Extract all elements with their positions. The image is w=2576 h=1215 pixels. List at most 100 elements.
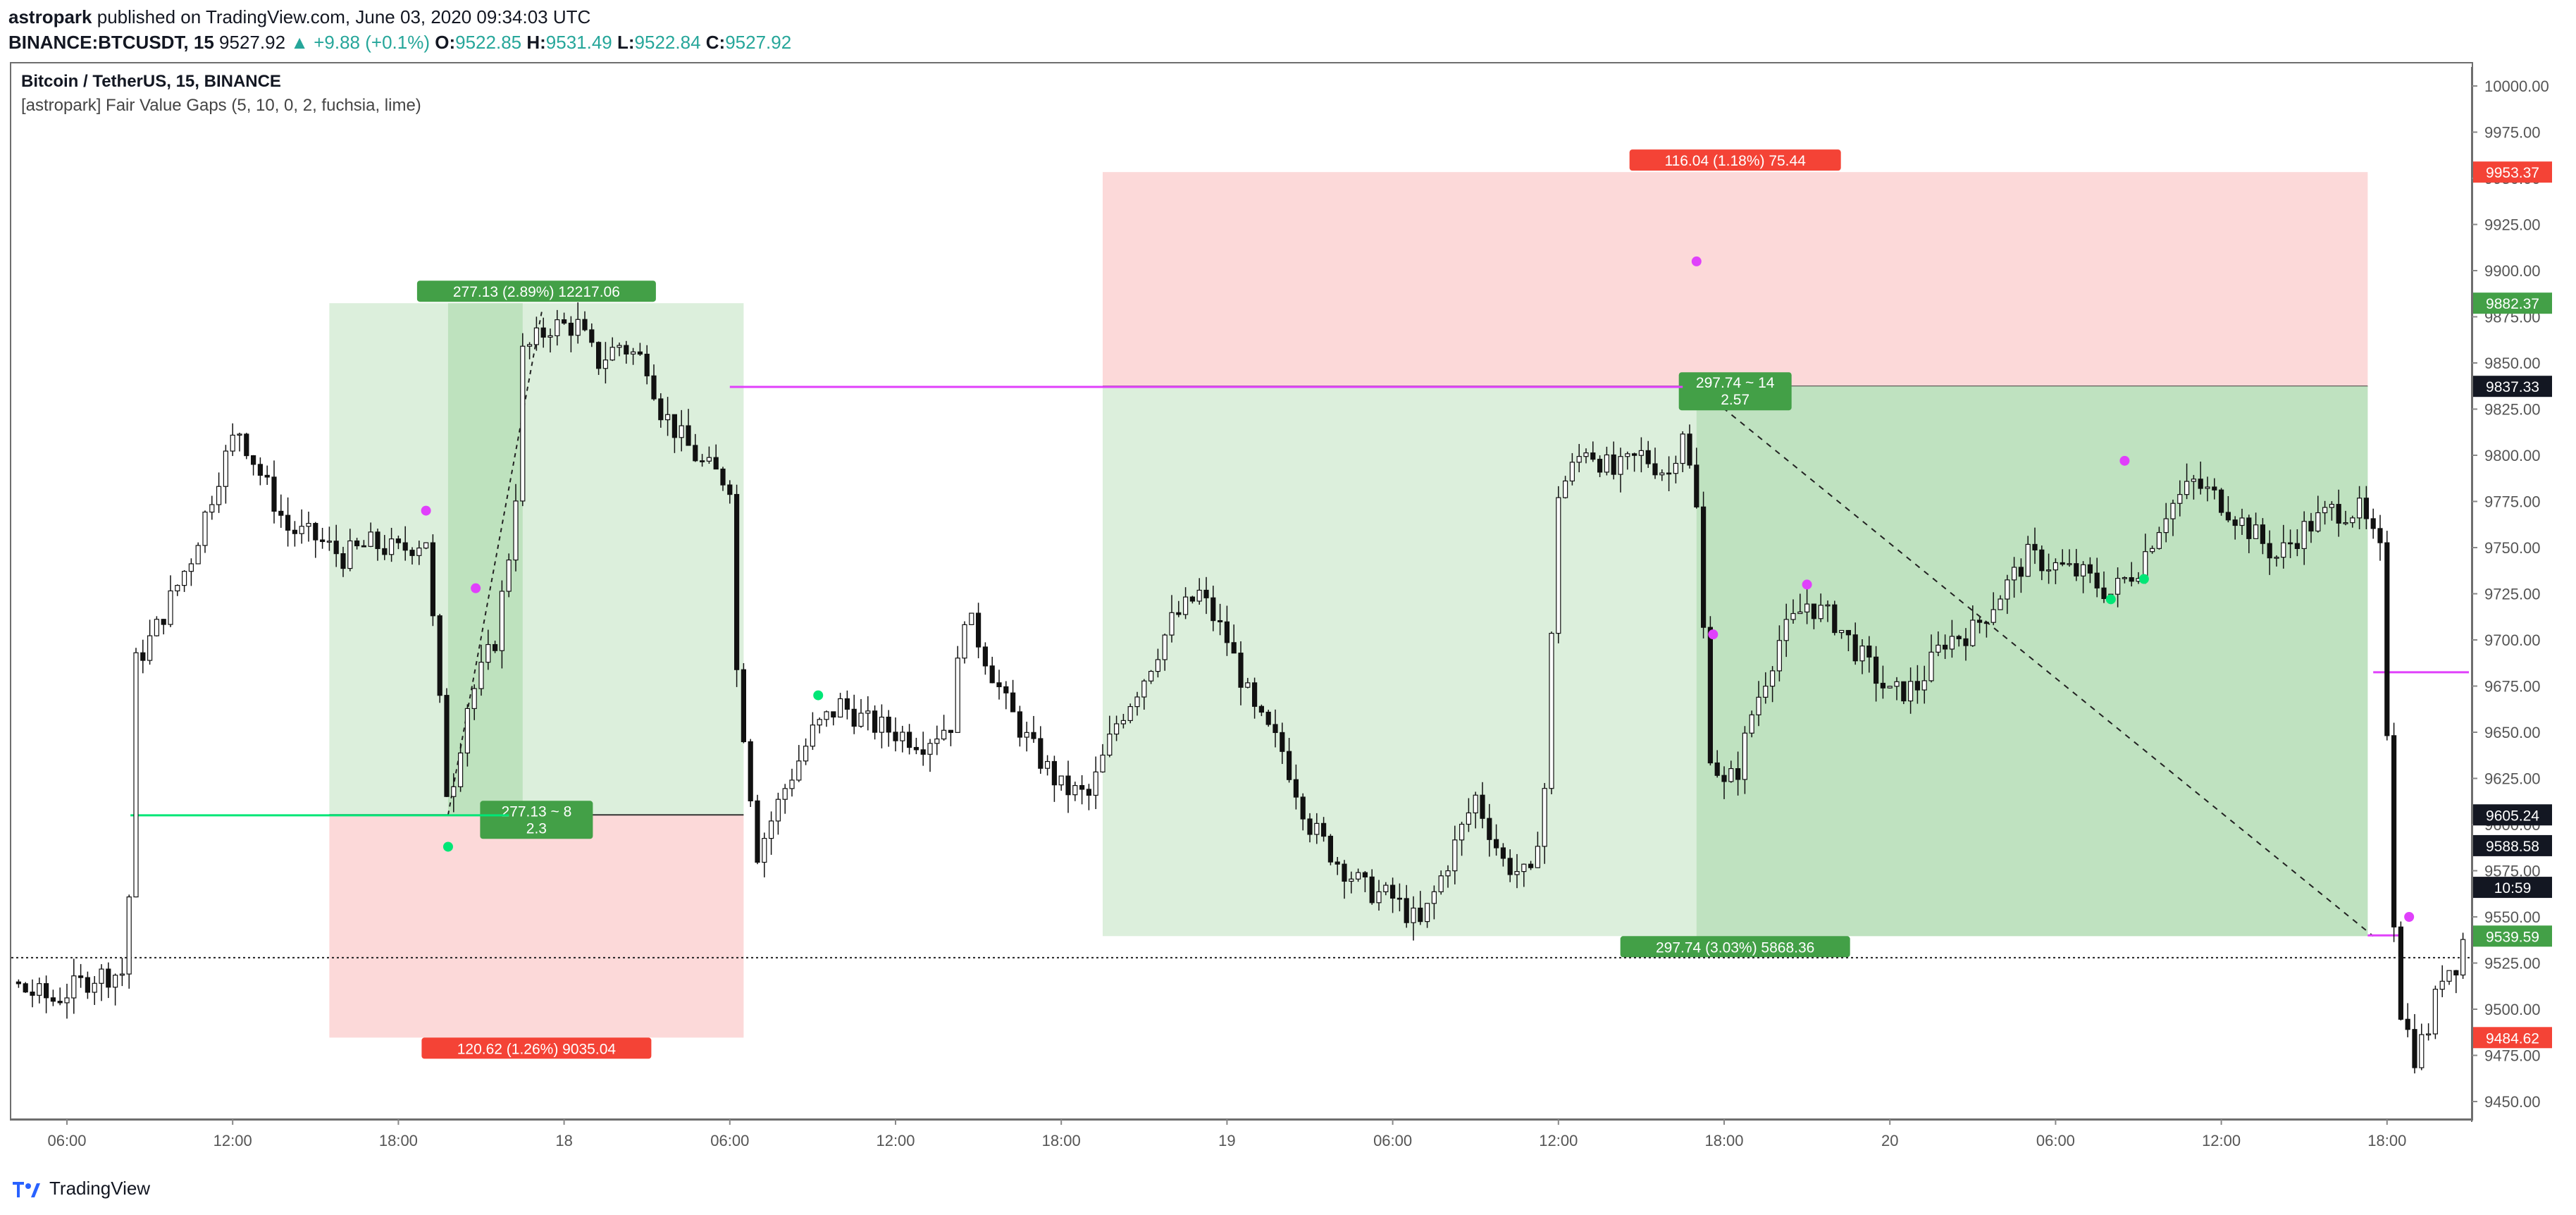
candle-body[interactable]	[1914, 681, 1920, 691]
candle-body[interactable]	[1134, 696, 1140, 708]
candle-body[interactable]	[395, 538, 402, 543]
candle-body[interactable]	[2039, 549, 2045, 572]
candle-body[interactable]	[955, 658, 960, 733]
candle-body[interactable]	[216, 486, 222, 505]
candle-body[interactable]	[582, 319, 588, 331]
candle-body[interactable]	[2460, 939, 2466, 976]
candle-body[interactable]	[1721, 775, 1727, 782]
candle-body[interactable]	[1866, 646, 1872, 658]
candle-body[interactable]	[1003, 686, 1009, 693]
candle-body[interactable]	[1521, 863, 1527, 872]
candle-body[interactable]	[602, 359, 609, 369]
candle-body[interactable]	[85, 977, 91, 993]
candle-body[interactable]	[2288, 542, 2293, 545]
candle-body[interactable]	[2191, 479, 2196, 482]
candle-body[interactable]	[2453, 970, 2459, 976]
fvg-fuchsia-dot[interactable]	[2404, 912, 2415, 922]
candle-body[interactable]	[1604, 454, 1609, 473]
candle-body[interactable]	[2370, 518, 2376, 529]
candle-body[interactable]	[1652, 463, 1658, 476]
candle-body[interactable]	[2032, 543, 2038, 550]
candle-body[interactable]	[2177, 494, 2183, 504]
candle-body[interactable]	[375, 531, 380, 550]
candle-body[interactable]	[733, 493, 740, 670]
candle-body[interactable]	[1949, 636, 1955, 650]
fvg-lime-dot[interactable]	[2105, 594, 2116, 605]
candle-body[interactable]	[1790, 612, 1796, 620]
candle-body[interactable]	[133, 652, 139, 898]
candle-body[interactable]	[430, 542, 436, 617]
candle-body[interactable]	[2115, 578, 2121, 595]
candle-body[interactable]	[1300, 796, 1306, 820]
candle-body[interactable]	[2357, 498, 2363, 519]
candle-body[interactable]	[1583, 452, 1589, 457]
tradingview-brand[interactable]: TradingView	[49, 1177, 151, 1199]
candle-body[interactable]	[306, 523, 311, 527]
candle-body[interactable]	[1196, 589, 1202, 602]
candle-body[interactable]	[2205, 486, 2210, 489]
candle-body[interactable]	[1983, 622, 1989, 624]
candle-body[interactable]	[713, 457, 719, 470]
candle-body[interactable]	[2225, 512, 2231, 521]
candle-body[interactable]	[1956, 636, 1962, 640]
candle-body[interactable]	[526, 344, 533, 347]
candle-body[interactable]	[969, 612, 974, 625]
candle-body[interactable]	[1031, 732, 1036, 739]
candle-body[interactable]	[1217, 619, 1223, 622]
candle-body[interactable]	[803, 746, 809, 762]
candle-body[interactable]	[23, 983, 28, 993]
candle-body[interactable]	[1100, 754, 1106, 772]
candle-body[interactable]	[844, 698, 850, 710]
candle-body[interactable]	[2239, 517, 2245, 526]
candle-body[interactable]	[1487, 818, 1492, 840]
candle-body[interactable]	[1024, 732, 1029, 738]
candle-body[interactable]	[1714, 762, 1720, 776]
candle-body[interactable]	[1728, 768, 1734, 782]
candle-body[interactable]	[1569, 462, 1575, 482]
candle-body[interactable]	[1659, 472, 1665, 476]
candle-body[interactable]	[1832, 604, 1838, 634]
candle-body[interactable]	[858, 713, 864, 727]
candle-body[interactable]	[686, 425, 691, 446]
candle-body[interactable]	[1320, 822, 1327, 837]
candle-body[interactable]	[1763, 686, 1769, 698]
candle-body[interactable]	[1556, 497, 1561, 634]
candle-body[interactable]	[1120, 720, 1127, 724]
candle-body[interactable]	[2087, 564, 2093, 574]
candle-body[interactable]	[1928, 651, 1934, 681]
candle-body[interactable]	[2198, 479, 2203, 489]
candle-body[interactable]	[837, 698, 843, 718]
candle-body[interactable]	[299, 526, 304, 534]
candle-body[interactable]	[1452, 839, 1458, 872]
candle-body[interactable]	[409, 550, 415, 556]
candle-body[interactable]	[1839, 629, 1845, 634]
candle-body[interactable]	[1597, 459, 1603, 473]
candle-body[interactable]	[388, 538, 395, 555]
candle-body[interactable]	[2308, 521, 2314, 532]
candle-body[interactable]	[1107, 733, 1113, 756]
candle-body[interactable]	[2060, 562, 2065, 565]
candle-body[interactable]	[30, 992, 35, 996]
candle-body[interactable]	[1797, 611, 1803, 615]
candle-body[interactable]	[699, 460, 705, 462]
candle-body[interactable]	[1411, 907, 1416, 923]
candle-body[interactable]	[2439, 980, 2445, 990]
candle-body[interactable]	[1072, 785, 1078, 796]
candle-body[interactable]	[1970, 619, 1976, 646]
candle-body[interactable]	[1756, 696, 1761, 715]
candle-body[interactable]	[2329, 504, 2334, 508]
candle-body[interactable]	[43, 983, 49, 999]
candle-body[interactable]	[1707, 627, 1713, 764]
candle-body[interactable]	[2412, 1029, 2417, 1068]
candle-body[interactable]	[2260, 524, 2265, 544]
candle-body[interactable]	[1404, 898, 1409, 923]
candle-body[interactable]	[762, 837, 767, 863]
candle-body[interactable]	[1127, 705, 1133, 722]
candle-body[interactable]	[1749, 714, 1754, 734]
candle-body[interactable]	[1542, 788, 1547, 847]
candle-body[interactable]	[886, 716, 891, 733]
candle-body[interactable]	[1431, 891, 1437, 904]
candle-body[interactable]	[2398, 926, 2403, 1020]
candle-body[interactable]	[1528, 863, 1534, 868]
candle-body[interactable]	[499, 591, 505, 651]
